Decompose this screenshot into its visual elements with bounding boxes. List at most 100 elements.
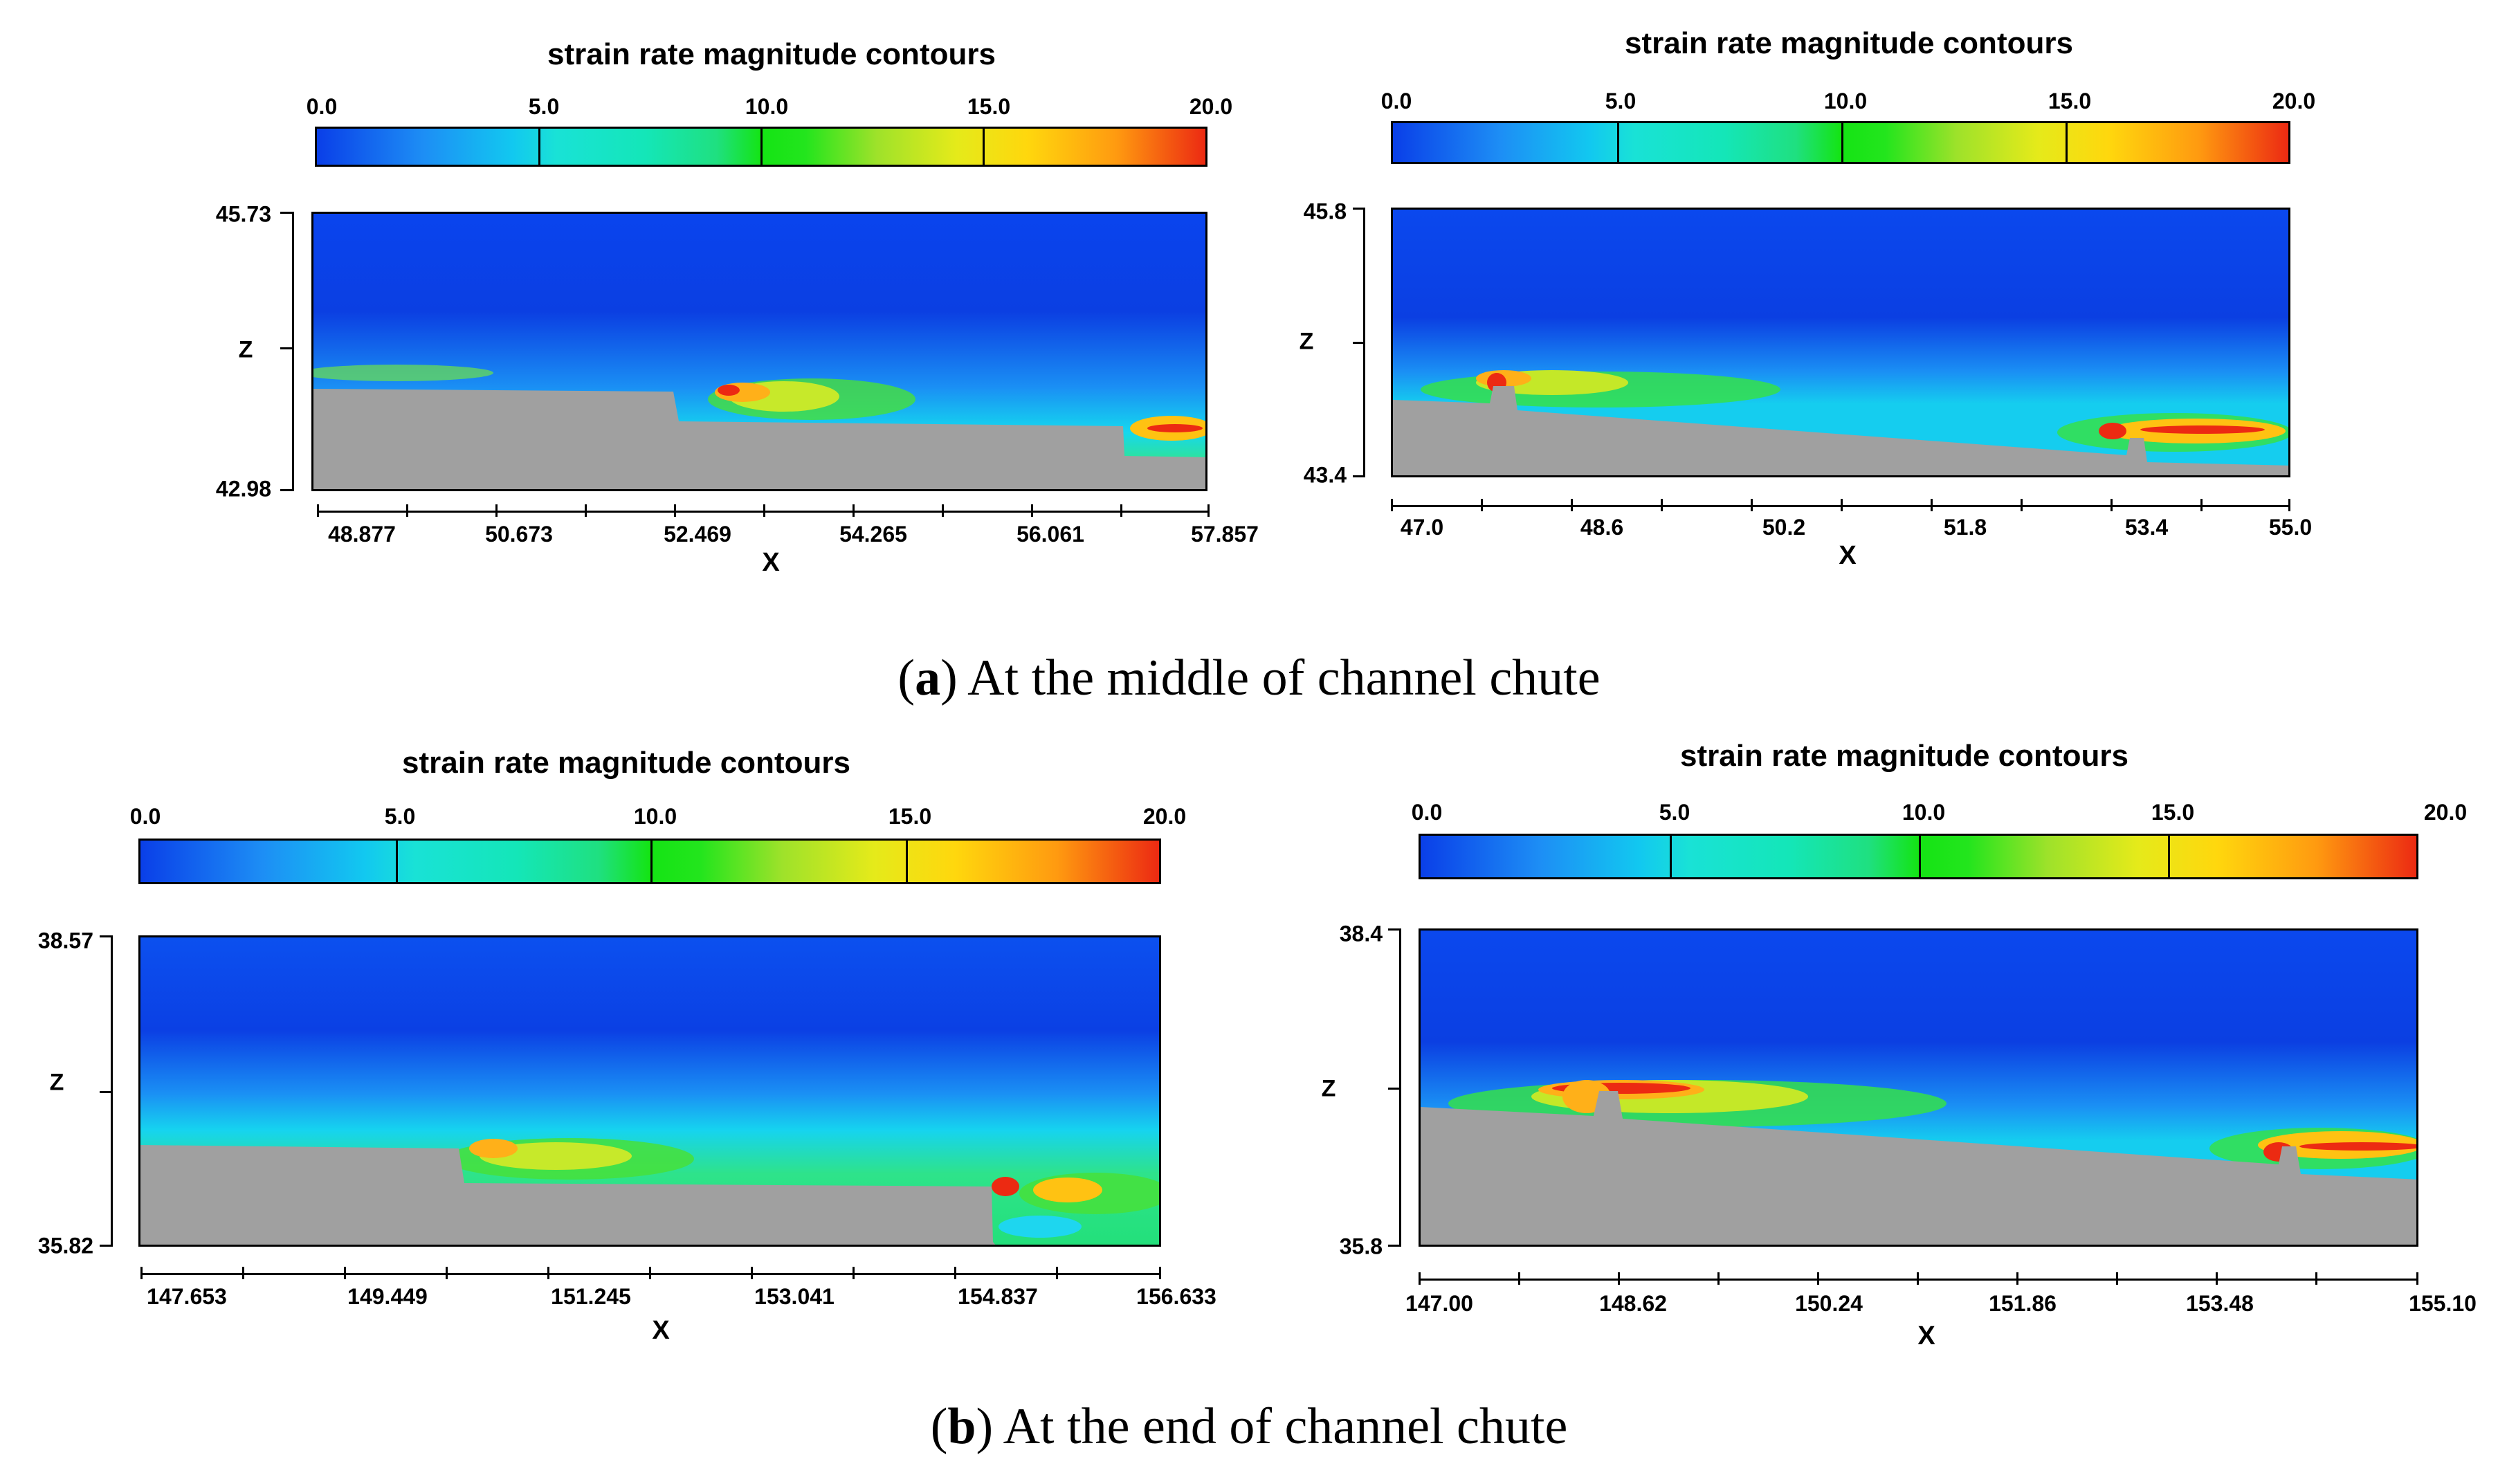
y-bottom-label: 35.82 — [37, 1233, 93, 1258]
y-axis-name: Z — [49, 1069, 64, 1096]
colorbar-tick: 0.0 — [129, 804, 161, 829]
y-tick — [280, 347, 293, 349]
colorbar-tick: 0.0 — [1411, 800, 1443, 825]
x-tick — [446, 1267, 448, 1279]
x-axis-name: X — [1917, 1321, 1935, 1350]
y-tick — [1388, 1088, 1401, 1090]
y-top-label: 45.8 — [1303, 199, 1347, 224]
y-bottom-label: 35.8 — [1339, 1234, 1383, 1259]
y-tick — [280, 489, 293, 491]
chute-ground — [313, 389, 1205, 489]
y-tick — [100, 1091, 112, 1093]
x-tick — [853, 504, 855, 517]
x-tick — [1056, 1267, 1058, 1279]
colorbar-divider — [2168, 836, 2170, 877]
x-tick-label: 50.673 — [485, 522, 553, 547]
x-tick — [140, 1267, 143, 1279]
y-tick — [1353, 475, 1365, 477]
x-tick — [2288, 499, 2290, 511]
contour-plot — [138, 935, 1161, 1247]
colorbar-divider — [1670, 836, 1672, 877]
x-axis-name: X — [1839, 541, 1857, 570]
colorbar-tick: 10.0 — [1823, 89, 1868, 113]
caption-label: a — [915, 650, 941, 706]
x-tick — [2216, 1272, 2218, 1285]
y-tick — [1353, 342, 1365, 344]
x-tick — [1917, 1272, 1919, 1285]
colorbar — [138, 839, 1161, 884]
colorbar-tick: 10.0 — [745, 94, 789, 119]
colorbar-tick: 5.0 — [1605, 89, 1637, 113]
colorbar-divider — [396, 841, 398, 882]
x-tick — [1120, 504, 1122, 517]
panel-a-left: strain rate magnitude contours 0.0 5.0 1… — [0, 0, 1266, 609]
x-tick — [1717, 1272, 1720, 1285]
x-tick-label: 147.00 — [1405, 1291, 1473, 1316]
colorbar-tick: 15.0 — [2048, 89, 2092, 113]
x-tick — [1391, 499, 1393, 511]
x-tick — [1419, 1272, 1421, 1285]
colorbar-tick: 0.0 — [306, 94, 338, 119]
x-tick-label: 50.2 — [1762, 515, 1806, 540]
colorbar-tick: 20.0 — [2272, 89, 2316, 113]
colorbar-tick: 20.0 — [2423, 800, 2468, 825]
x-tick — [1661, 499, 1663, 511]
x-tick — [2116, 1272, 2118, 1285]
panel-b-left: strain rate magnitude contours 0.0 5.0 1… — [0, 733, 1266, 1377]
colorbar-divider — [906, 841, 908, 882]
x-tick-label: 153.041 — [754, 1284, 835, 1309]
colorbar-tick: 10.0 — [633, 804, 677, 829]
contour-field — [140, 937, 1159, 1245]
colorbar-tick: 0.0 — [1380, 89, 1412, 113]
caption-a: (a) At the middle of channel chute — [897, 650, 1601, 706]
x-tick-label: 156.633 — [1136, 1284, 1216, 1309]
x-tick-label: 48.877 — [328, 522, 396, 547]
x-tick — [649, 1267, 651, 1279]
contour-plot — [1391, 208, 2290, 477]
x-tick — [495, 504, 498, 517]
panel-b-right: strain rate magnitude contours 0.0 5.0 1… — [1273, 733, 2498, 1377]
chute-ground — [1421, 1091, 2416, 1245]
x-tick-label: 54.265 — [839, 522, 907, 547]
x-tick — [317, 504, 319, 517]
x-tick-label: 57.857 — [1191, 522, 1259, 547]
x-tick — [1031, 504, 1033, 517]
colorbar-divider — [1617, 123, 1619, 162]
x-tick — [2016, 1272, 2018, 1285]
x-tick — [1618, 1272, 1620, 1285]
colorbar-tick: 5.0 — [528, 94, 560, 119]
x-tick-label: 154.837 — [958, 1284, 1038, 1309]
x-tick — [1751, 499, 1753, 511]
caption-text: At the middle of channel chute — [967, 650, 1601, 706]
colorbar-divider — [2066, 123, 2068, 162]
colorbar-divider — [983, 129, 985, 165]
colorbar-tick: 20.0 — [1142, 804, 1187, 829]
y-bottom-label: 43.4 — [1303, 462, 1347, 488]
colorbar — [315, 127, 1207, 167]
x-tick — [1481, 499, 1483, 511]
x-tick — [1207, 504, 1210, 517]
colorbar-divider — [538, 129, 540, 165]
y-top-label: 38.4 — [1339, 921, 1383, 946]
y-top-label: 45.73 — [215, 201, 271, 227]
colorbar-tick: 20.0 — [1189, 94, 1233, 119]
panel-title: strain rate magnitude contours — [547, 37, 996, 71]
x-tick — [1571, 499, 1573, 511]
colorbar-divider — [760, 129, 763, 165]
colorbar-divider — [1919, 836, 1921, 877]
x-tick-label: 151.245 — [551, 1284, 631, 1309]
colorbar-tick: 5.0 — [384, 804, 416, 829]
x-tick — [2416, 1272, 2418, 1285]
colorbar-tick: 15.0 — [888, 804, 932, 829]
x-tick-label: 148.62 — [1599, 1291, 1667, 1316]
x-axis-name: X — [762, 548, 780, 577]
y-tick — [1353, 208, 1365, 210]
y-axis — [292, 212, 294, 491]
x-tick-label: 52.469 — [664, 522, 731, 547]
panel-a-right: strain rate magnitude contours 0.0 5.0 1… — [1273, 0, 2498, 609]
x-tick-label: 56.061 — [1016, 522, 1084, 547]
contour-field — [313, 214, 1205, 489]
x-tick — [406, 504, 408, 517]
x-tick — [853, 1267, 855, 1279]
x-tick — [547, 1267, 549, 1279]
